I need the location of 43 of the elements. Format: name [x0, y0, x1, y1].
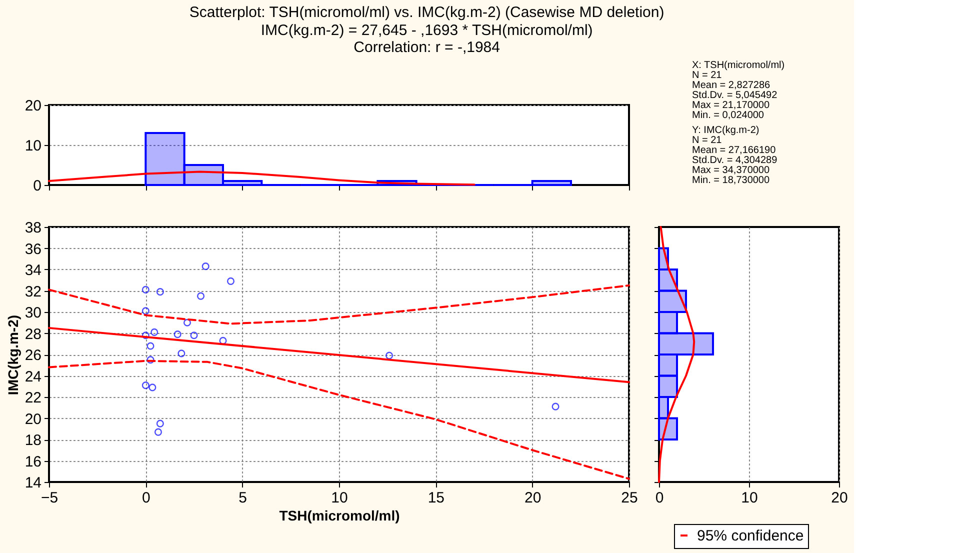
- x-tick-label: 10: [331, 490, 348, 506]
- text: X: TSH(micromol/ml): [692, 60, 785, 71]
- x-tick-label: 20: [524, 490, 542, 506]
- y-tick-label: 16: [24, 453, 42, 470]
- y-tick-label: 18: [24, 432, 42, 449]
- text: Mean = 27,166190: [692, 145, 776, 156]
- x-tick-label: 0: [142, 490, 150, 506]
- x-tick-label: 15: [428, 490, 445, 506]
- y-tick-label: 0: [33, 178, 42, 194]
- text: Min. = 18,730000: [692, 175, 770, 186]
- chart-subtitle: IMC(kg.m-2) = 27,645 - ,1693 * TSH(micromol/ml) Correlation: r = -,1984: [260, 22, 593, 56]
- y-tick-label: 20: [24, 410, 42, 428]
- text: Max = 34,370000: [692, 165, 770, 176]
- x-axis-title: TSH(micromol/ml): [279, 508, 400, 524]
- x-tick-label: 0: [655, 490, 664, 506]
- text: Mean = 2,827286: [692, 80, 771, 91]
- y-tick-label: 20: [24, 98, 42, 114]
- text: Y: IMC(kg.m-2): [692, 125, 760, 136]
- y-tick-label: 34: [24, 262, 42, 279]
- legend-label: 95% confidence: [697, 528, 804, 544]
- x-tick-label: 5: [238, 490, 248, 506]
- y-tick-label: 30: [24, 304, 42, 322]
- x-tick-label: −5: [40, 490, 58, 506]
- x-tick-label: 20: [831, 490, 848, 506]
- text: N = 21: [692, 135, 722, 146]
- y-tick-label: 28: [24, 326, 42, 343]
- y-tick-label: 24: [24, 368, 42, 386]
- text: N = 21: [692, 70, 722, 81]
- y-tick-label: 32: [24, 283, 42, 300]
- y-axis-title: IMC(kg.m-2): [4, 314, 21, 396]
- chart-title: Scatterplot: TSH(micromol/ml) vs. IMC(kg.m-2) (Casewise MD deletion): [189, 4, 664, 21]
- x-tick-label: 10: [741, 490, 758, 506]
- y-tick-label: 22: [24, 390, 42, 406]
- y-tick-label: 26: [24, 347, 42, 364]
- x-tick-label: 25: [621, 490, 638, 506]
- y-tick-label: 14: [24, 474, 42, 492]
- text: Std.Dv. = 4,304289: [692, 155, 778, 166]
- y-tick-label: 10: [24, 138, 42, 154]
- text: Std.Dv. = 5,045492: [692, 90, 778, 101]
- text: Min. = 0,024000: [692, 110, 764, 121]
- text: Max = 21,170000: [692, 100, 770, 111]
- y-tick-label: 36: [24, 240, 42, 258]
- y-tick-label: 38: [24, 220, 42, 236]
